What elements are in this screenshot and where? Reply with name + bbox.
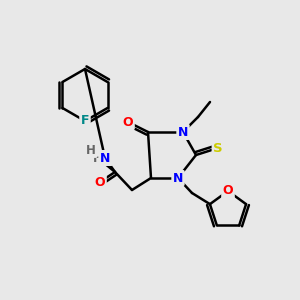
Text: H: H [93, 152, 103, 164]
Text: O: O [123, 116, 133, 128]
Text: N: N [100, 152, 110, 164]
Text: N: N [101, 152, 111, 164]
Text: N: N [178, 125, 188, 139]
Text: F: F [81, 115, 89, 128]
Text: H: H [86, 143, 96, 157]
Text: S: S [213, 142, 223, 154]
Text: O: O [223, 184, 233, 197]
Text: O: O [95, 176, 105, 188]
Text: N: N [173, 172, 183, 184]
